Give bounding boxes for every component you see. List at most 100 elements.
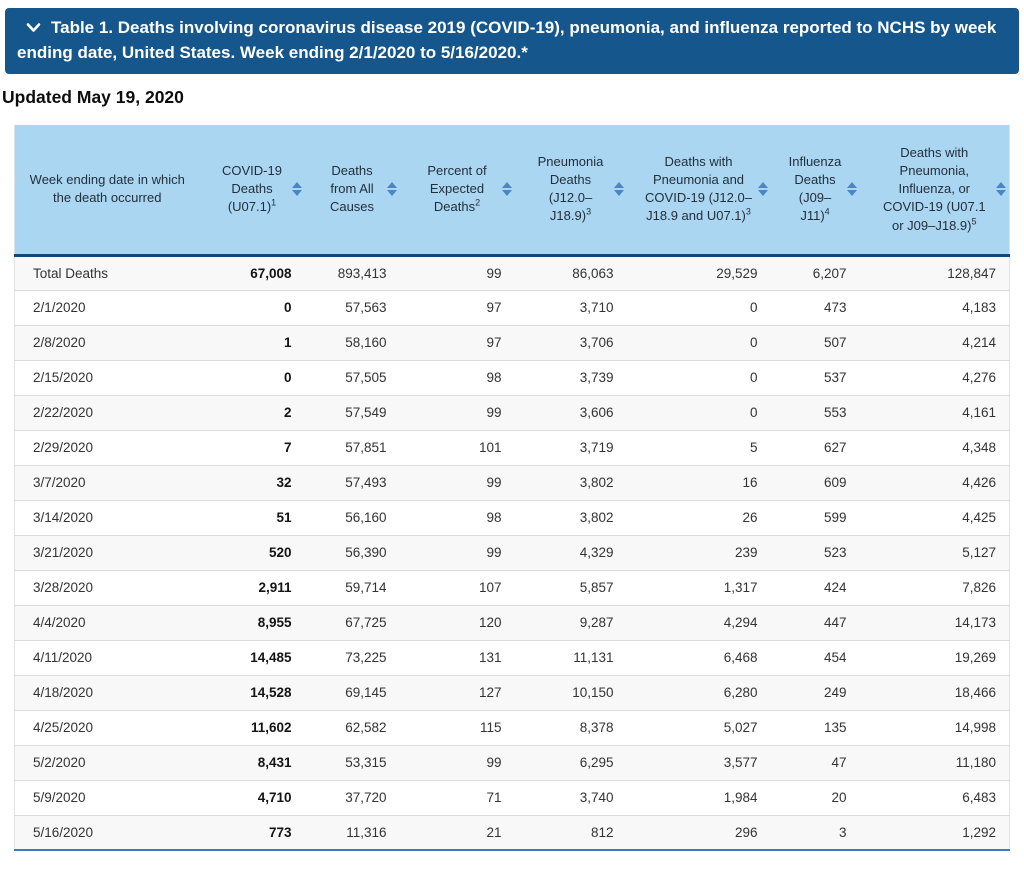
week-ending-date-cell: 2/15/2020: [33, 370, 94, 385]
table-row: 5/16/2020 773 11,316 21 812 296 3 1,292: [14, 815, 1010, 850]
percent-expected-deaths-cell: 71: [486, 790, 502, 805]
influenza-deaths-cell: 523: [823, 545, 847, 560]
pneumonia-and-covid19-deaths-cell: 26: [742, 510, 758, 525]
covid19-deaths-cell: 7: [283, 440, 292, 455]
week-ending-date-cell: 4/4/2020: [33, 615, 86, 630]
pneumonia-and-covid19-deaths-cell: 1,317: [723, 580, 758, 595]
pneumonia-influenza-covid19-deaths-cell: 7,826: [962, 580, 996, 595]
sort-icon[interactable]: [996, 182, 1006, 197]
sort-down-arrow: [757, 190, 768, 197]
column-header-covid19-deaths[interactable]: COVID-19 Deaths (U07.1)1: [199, 125, 305, 257]
column-header-influenza-deaths[interactable]: Influenza Deaths (J09–J11)4: [770, 125, 860, 257]
column-header-pneumonia-influenza-covid19-deaths[interactable]: Deaths with Pneumonia, Influenza, or COV…: [859, 125, 1010, 257]
percent-expected-deaths-cell: 98: [486, 370, 502, 385]
column-header-label: Deaths with Pneumonia, Influenza, or COV…: [882, 144, 986, 233]
column-header-percent-expected-deaths[interactable]: Percent of Expected Deaths2: [399, 125, 515, 257]
chevron-down-icon[interactable]: [26, 17, 41, 41]
pneumonia-and-covid19-deaths-cell: 5: [749, 440, 758, 455]
percent-expected-deaths-cell: 97: [486, 300, 502, 315]
column-header-all-causes-deaths[interactable]: Deaths from All Causes: [304, 125, 400, 257]
covid19-deaths-cell: 11,602: [250, 720, 292, 735]
pneumonia-deaths-cell: 3,802: [579, 510, 614, 525]
percent-expected-deaths-cell: 99: [486, 545, 502, 560]
sort-up-arrow: [613, 182, 624, 189]
sort-icon[interactable]: [757, 182, 768, 197]
covid19-deaths-cell: 520: [268, 545, 292, 560]
sort-icon[interactable]: [291, 182, 302, 197]
percent-expected-deaths-cell: 99: [486, 755, 502, 770]
sort-icon[interactable]: [613, 182, 624, 197]
pneumonia-and-covid19-deaths-cell: 4,294: [723, 615, 758, 630]
table-row-total: Total Deaths 67,008 893,413 99 86,063 29,529 6…: [14, 255, 1010, 290]
influenza-deaths-cell: 473: [823, 300, 847, 315]
pneumonia-deaths-cell: 9,287: [579, 615, 614, 630]
table-row: 4/4/2020 8,955 67,725 120 9,287 4,294 447 14,17…: [14, 605, 1010, 640]
all-causes-deaths-cell: 57,493: [345, 475, 387, 490]
column-header-label: Percent of Expected Deaths2: [427, 162, 487, 215]
week-ending-date-cell: 2/29/2020: [33, 440, 94, 455]
pneumonia-influenza-covid19-deaths-cell: 4,426: [962, 475, 996, 490]
footnote-superscript: 3: [586, 207, 592, 218]
pneumonia-influenza-covid19-deaths-cell: 11,180: [955, 755, 996, 770]
pneumonia-and-covid19-deaths-cell: 239: [734, 545, 758, 560]
pneumonia-and-covid19-deaths-cell: 0: [749, 300, 758, 315]
percent-expected-deaths-cell: 120: [478, 615, 502, 630]
column-header-label: Deaths from All Causes: [329, 162, 375, 215]
sort-up-arrow: [757, 182, 768, 189]
pneumonia-influenza-covid19-deaths-cell: 128,847: [947, 265, 996, 281]
pneumonia-influenza-covid19-deaths-cell: 5,127: [962, 545, 996, 560]
pneumonia-deaths-cell: 3,606: [579, 405, 614, 420]
all-causes-deaths-cell: 893,413: [337, 265, 387, 281]
column-header-content: Deaths with Pneumonia and COVID-19 (J12.…: [627, 125, 771, 254]
all-causes-deaths-cell: 37,720: [345, 790, 387, 805]
sort-down-arrow: [996, 190, 1006, 197]
all-causes-deaths-cell: 57,505: [345, 370, 387, 385]
sort-icon[interactable]: [386, 182, 397, 197]
week-ending-date-cell: 4/11/2020: [33, 650, 93, 665]
sort-up-arrow: [291, 182, 302, 189]
footnote-superscript: 3: [745, 207, 751, 218]
column-header-week-ending-date: Week ending date in which the death occu…: [14, 125, 200, 257]
covid19-deaths-cell: 0: [283, 370, 292, 385]
pneumonia-deaths-cell: 4,329: [579, 545, 614, 560]
column-header-content: Deaths from All Causes: [305, 125, 400, 254]
influenza-deaths-cell: 609: [823, 475, 847, 490]
pneumonia-deaths-cell: 3,740: [579, 790, 614, 805]
percent-expected-deaths-cell: 115: [479, 720, 502, 735]
footnote-superscript: 5: [971, 216, 977, 227]
all-causes-deaths-cell: 62,582: [345, 720, 387, 735]
pneumonia-influenza-covid19-deaths-cell: 18,466: [954, 685, 996, 700]
pneumonia-deaths-cell: 3,739: [579, 370, 614, 385]
column-header-pneumonia-and-covid19-deaths[interactable]: Deaths with Pneumonia and COVID-19 (J12.…: [626, 125, 771, 257]
deaths-table: Week ending date in which the death occu…: [14, 125, 1010, 851]
table-row: 4/25/2020 11,602 62,582 115 8,378 5,027 135 14,…: [14, 710, 1010, 745]
covid19-deaths-cell: 32: [276, 475, 292, 490]
table-row: 4/11/2020 14,485 73,225 131 11,131 6,468 454 19…: [14, 640, 1010, 675]
table-body: Total Deaths 67,008 893,413 99 86,063 29,529 6…: [14, 255, 1010, 850]
influenza-deaths-cell: 599: [823, 510, 847, 525]
pneumonia-deaths-cell: 3,706: [579, 335, 614, 350]
percent-expected-deaths-cell: 98: [486, 510, 502, 525]
column-header-content: Percent of Expected Deaths2: [400, 125, 515, 254]
table-row: 3/28/2020 2,911 59,714 107 5,857 1,317 424 7,82…: [14, 570, 1010, 605]
influenza-deaths-cell: 135: [823, 720, 847, 735]
table-title-bar[interactable]: Table 1. Deaths involving coronavirus di…: [5, 8, 1019, 74]
week-ending-date-cell: 2/8/2020: [33, 335, 86, 350]
sort-down-arrow: [291, 190, 302, 197]
column-header-label: Week ending date in which the death occu…: [29, 172, 185, 206]
pneumonia-and-covid19-deaths-cell: 0: [749, 370, 758, 385]
all-causes-deaths-cell: 57,563: [345, 300, 387, 315]
column-header-label: Deaths with Pneumonia and COVID-19 (J12.…: [645, 153, 752, 224]
pneumonia-deaths-cell: 6,295: [579, 755, 614, 770]
pneumonia-influenza-covid19-deaths-cell: 1,292: [962, 824, 996, 840]
week-ending-date-cell: 5/16/2020: [33, 824, 94, 840]
all-causes-deaths-cell: 57,851: [345, 440, 387, 455]
sort-icon[interactable]: [846, 182, 857, 197]
column-header-content: Pneumonia Deaths (J12.0–J18.9)3: [515, 125, 627, 254]
pneumonia-deaths-cell: 812: [590, 824, 614, 840]
column-header-label: Influenza Deaths (J09–J11)4: [788, 153, 842, 224]
pneumonia-and-covid19-deaths-cell: 29,529: [716, 265, 758, 281]
column-header-pneumonia-deaths[interactable]: Pneumonia Deaths (J12.0–J18.9)3: [514, 125, 627, 257]
sort-icon[interactable]: [501, 182, 512, 197]
pneumonia-and-covid19-deaths-cell: 6,280: [723, 685, 758, 700]
